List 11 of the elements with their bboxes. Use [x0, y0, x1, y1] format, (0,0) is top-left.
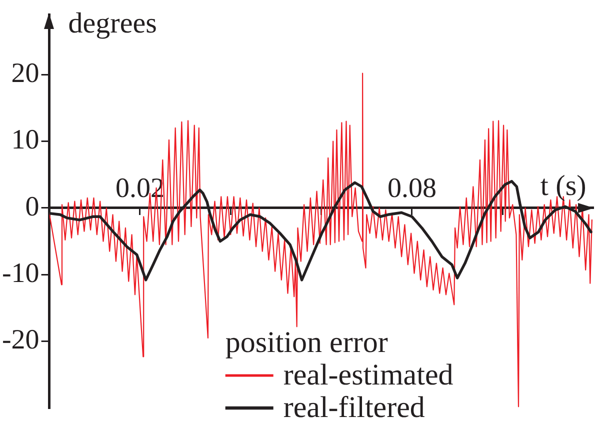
legend-title: position error — [225, 326, 388, 359]
y-tick-label: 10 — [11, 124, 40, 156]
x-axis-title: t (s) — [540, 170, 586, 202]
y-tick-label: -10 — [2, 258, 40, 290]
y-tick-label: -20 — [2, 324, 40, 356]
y-axis-title: degrees — [68, 8, 157, 40]
legend-label: real-estimated — [283, 358, 454, 392]
legend-label: real-filtered — [283, 391, 425, 424]
y-tick-label: 0 — [25, 191, 40, 222]
y-tick-label: 20 — [11, 58, 40, 89]
x-tick-label: 0.08 — [387, 173, 436, 204]
